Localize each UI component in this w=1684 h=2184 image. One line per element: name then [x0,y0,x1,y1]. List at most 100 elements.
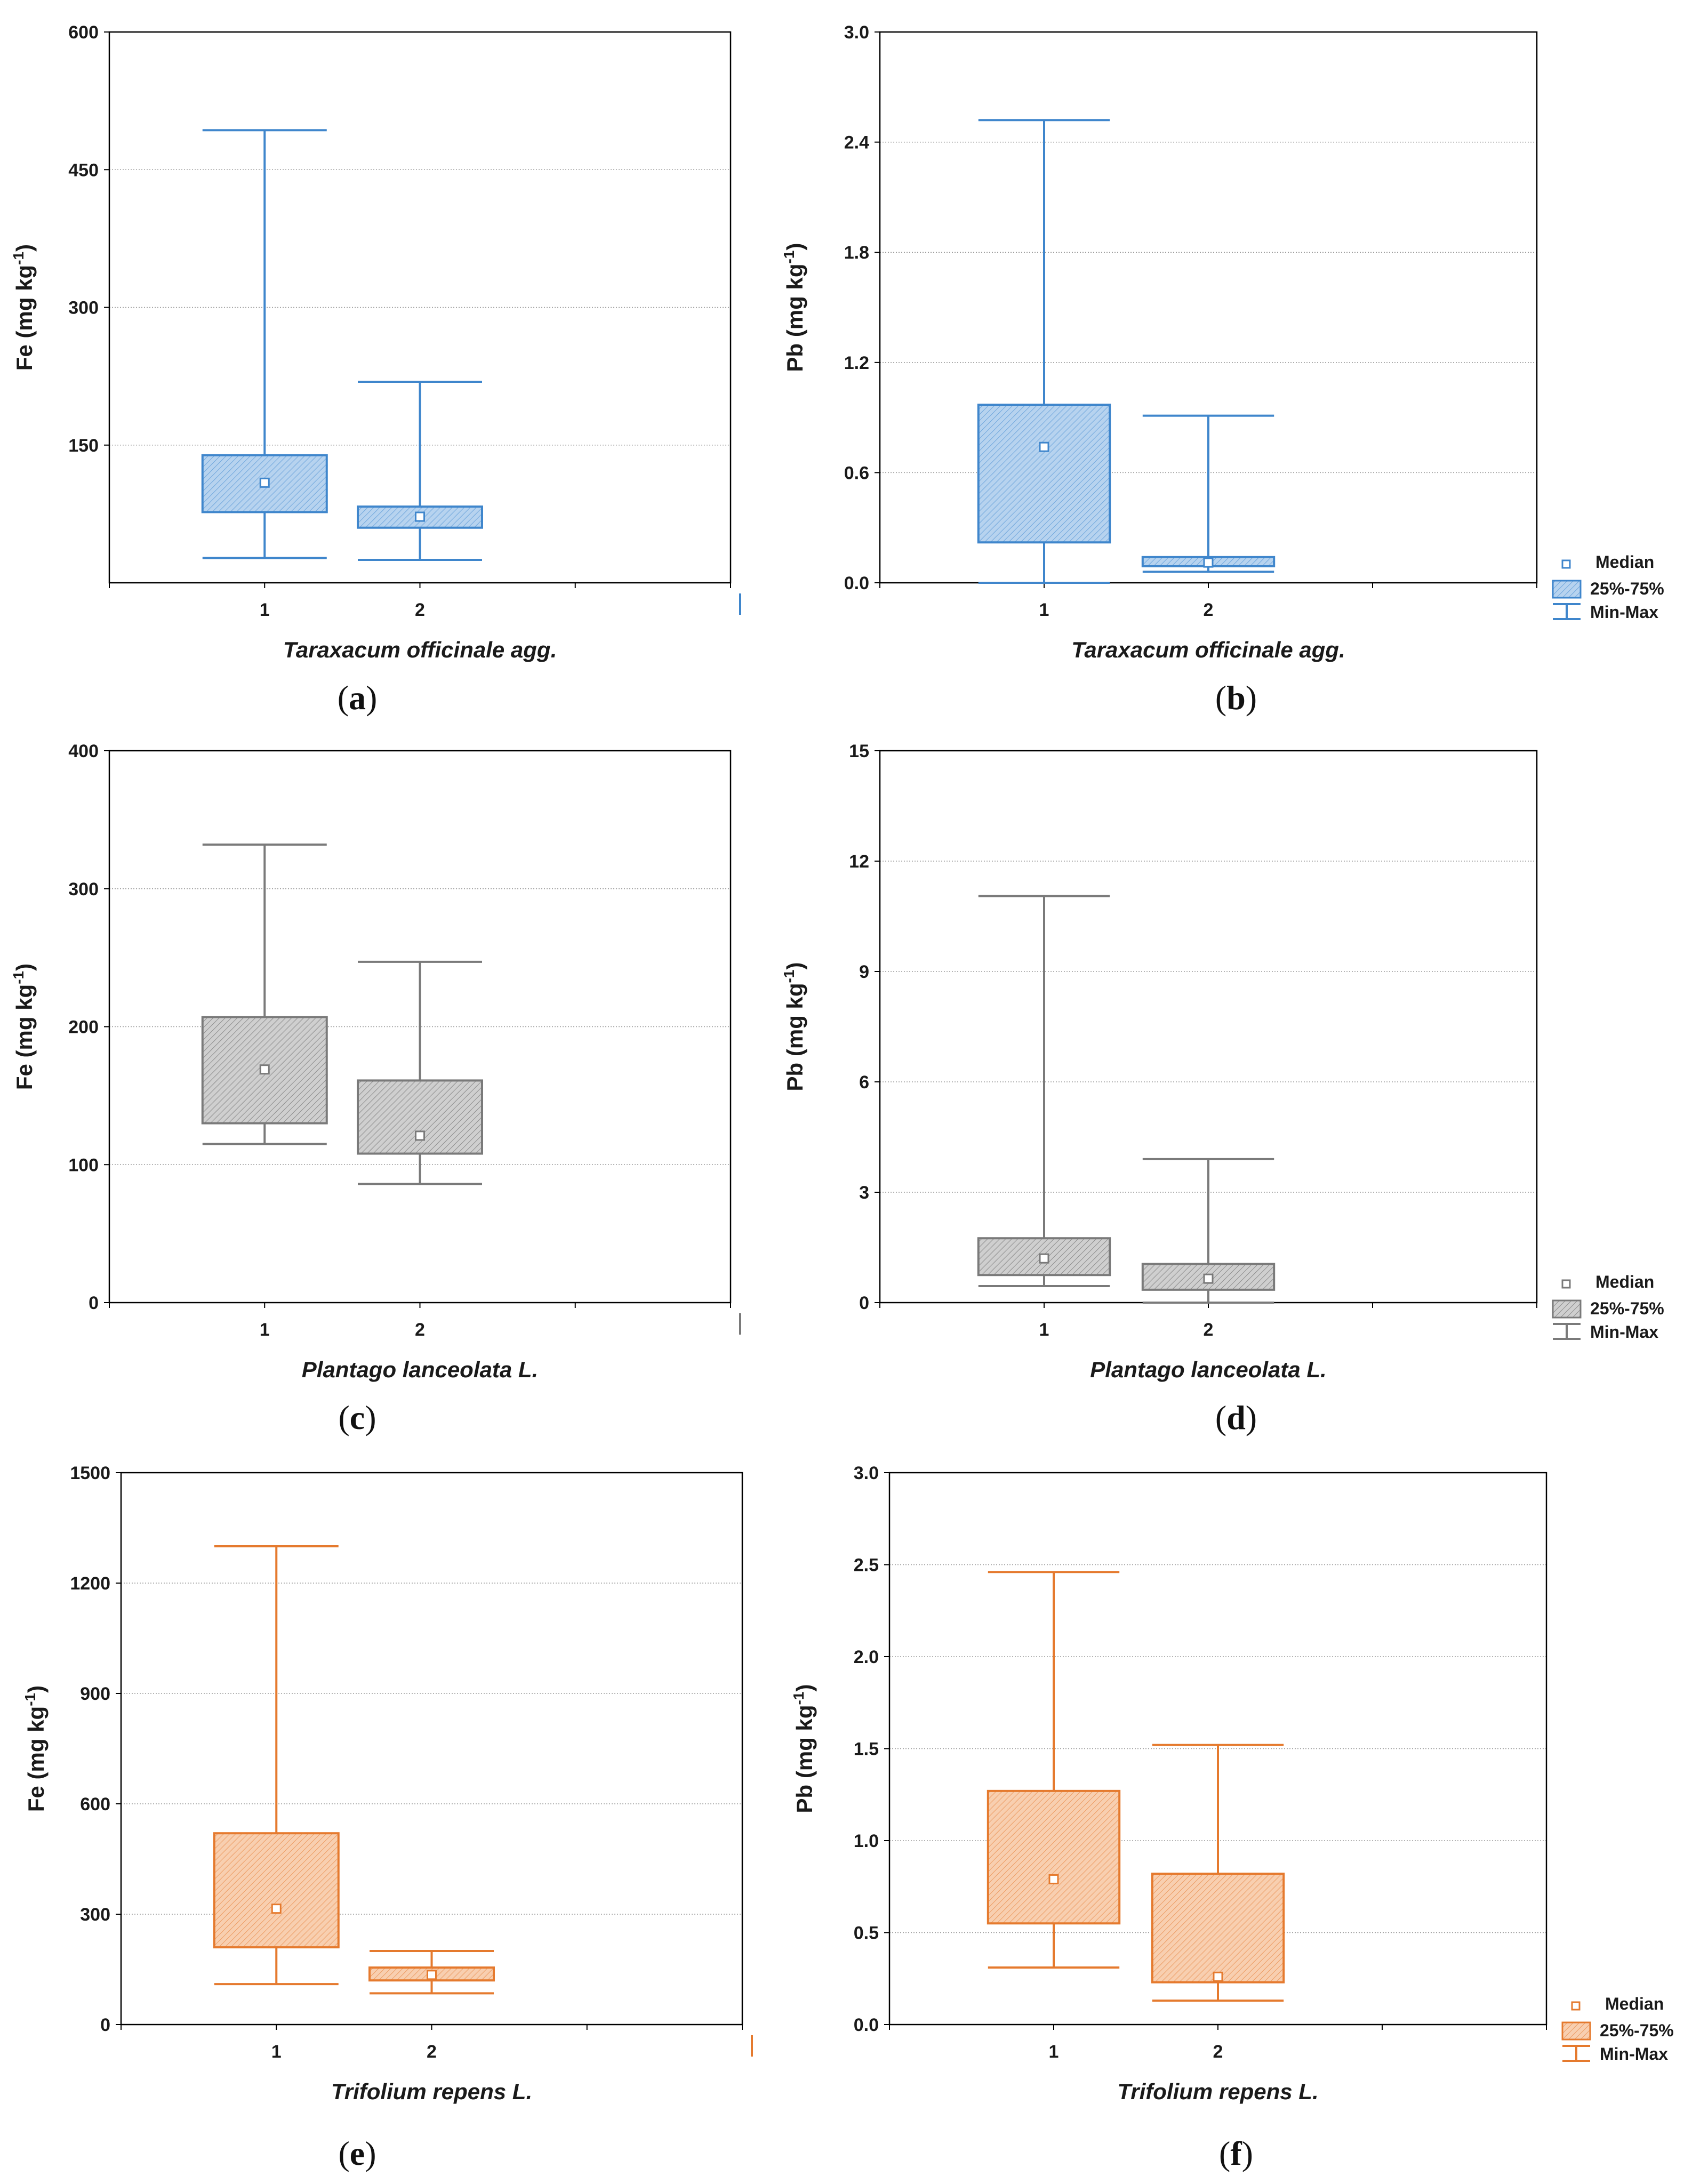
legend-median-swatch [1571,2001,1581,2011]
y-axis-unit-superscript: -1 [790,1692,807,1705]
y-tick-label: 2.4 [844,133,869,153]
median-marker [259,1064,270,1075]
x-tick-label: 2 [415,600,425,620]
median-marker [1203,557,1214,568]
y-tick-label: 300 [80,1905,110,1925]
x-axis-title: Plantago lanceolata L. [1090,1357,1326,1382]
panel-label: (d) [1215,1399,1257,1436]
y-tick-label: 2.0 [854,1647,879,1667]
panel-label-close: ) [1246,679,1257,717]
y-tick-label: 1500 [70,1463,110,1483]
legend: Median 25%-75% Min-Max [1552,1272,1664,1342]
box-group [1141,414,1276,573]
x-tick-label: 2 [415,1320,425,1340]
y-tick-label: 600 [80,1794,110,1814]
box-group [213,1545,340,1986]
y-tick-label: 0.0 [854,2015,879,2035]
panel-label-close: ) [365,2134,376,2172]
y-axis-space [23,1779,49,1786]
panel-label-open: ( [338,2134,349,2172]
y-axis-title: Pb (mg kg-1) [790,1684,817,1813]
median-marker [1039,441,1049,452]
panel-label: (a) [338,679,378,717]
panel-label-open: ( [338,1399,349,1436]
y-axis-space [782,337,807,343]
y-axis-var: Pb [792,1785,817,1813]
x-tick-label: 1 [260,1320,270,1340]
iqr-box [977,403,1111,544]
y-tick-label: 600 [68,22,99,43]
panel-label: (f) [1219,2134,1253,2172]
y-tick-label: 1200 [70,1573,110,1594]
y-tick-label: 0 [89,1293,99,1313]
plot-frame [108,750,732,1304]
y-tick-label: 300 [68,298,99,318]
y-axis-var: Pb [782,343,807,372]
iqr-box [987,1789,1121,1925]
y-axis-space [12,1057,37,1064]
panel-label-letter: a [349,679,366,717]
median-marker [1213,1971,1223,1982]
legend-median-label: Median [1605,1994,1664,2013]
box-group [201,843,328,1145]
panel-label-open: ( [338,679,349,717]
legend-iqr-label: 25%-75% [1600,2021,1674,2040]
panel-label-close: ) [1242,2134,1253,2172]
median-marker [415,1130,425,1141]
y-axis-unit-close: ) [12,244,37,252]
y-axis-space [792,1778,817,1785]
y-tick-label: 450 [68,160,99,180]
legend-median-swatch [1561,559,1571,569]
y-axis-unit: (mg kg [782,983,807,1056]
legend: Median 25%-75% Min-Max [1561,1994,1674,2063]
y-axis-unit: (mg kg [12,265,37,339]
y-axis-title: Fe (mg kg-1) [22,1685,49,1812]
y-tick-label: 0.5 [854,1923,879,1944]
median-marker [1203,1273,1214,1284]
box-group [201,129,328,559]
median-marker [1039,1253,1049,1264]
legend: Median 25%-75% Min-Max [1552,552,1664,622]
plot-frame [120,1472,743,2026]
y-axis-var: Fe [12,344,37,371]
legend-iqr-swatch [1561,2021,1591,2041]
y-axis-unit-superscript: -1 [781,251,797,264]
plot-frame [879,31,1538,584]
panel-label-letter: d [1226,1399,1246,1436]
y-axis-unit: (mg kg [23,1706,49,1780]
x-tick-label: 1 [271,2042,282,2062]
panel-label-letter: b [1226,679,1246,717]
box-group [357,960,483,1185]
y-axis-unit-close: ) [782,243,807,251]
x-axis-title: Taraxacum officinale agg. [1071,637,1345,662]
iqr-box [213,1832,340,1949]
panel-label: (c) [338,1399,376,1436]
legend-minmax-label: Min-Max [1590,1322,1658,1342]
plot-frame [888,1472,1547,2026]
y-tick-label: 0.6 [844,463,869,483]
iqr-box [357,1079,483,1155]
panel-b: 3.0 2.4 1.8 1.2 0.6 0.0 1 2 Taraxacum officinale… [781,22,1664,717]
panel-f: 3.0 2.5 2.0 1.5 1.0 0.5 0.0 1 2 Trifolium repens … [790,1463,1674,2172]
y-tick-label: 6 [859,1072,869,1093]
legend-median-swatch [1561,1279,1571,1289]
box-group [368,1950,495,1995]
y-axis-unit-superscript: -1 [781,970,797,983]
y-tick-label: 200 [68,1017,99,1038]
x-axis-title: Plantago lanceolata L. [302,1357,538,1382]
box-group [357,380,483,561]
y-axis-var: Pb [782,1063,807,1091]
median-marker [271,1904,282,1914]
median-marker [427,1970,437,1980]
panel-label-close: ) [365,1399,376,1436]
y-tick-label: 12 [849,852,869,872]
y-axis-title: Fe (mg kg-1) [10,963,37,1090]
y-tick-label: 0.0 [844,573,869,593]
panel-label-open: ( [1219,2134,1230,2172]
box-group [1151,1744,1285,2002]
y-axis-title: Pb (mg kg-1) [781,962,807,1091]
y-axis-space [782,1056,807,1063]
panel-e: 1500 1200 900 600 300 0 1 2 Trifolium repens L. F… [22,1463,753,2172]
y-tick-label: 0 [100,2015,110,2035]
plot-frame [108,31,732,584]
